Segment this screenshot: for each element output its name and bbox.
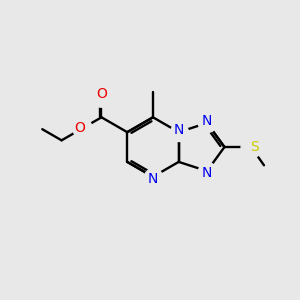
Text: N: N [202,114,212,128]
Text: S: S [250,140,259,154]
Text: N: N [148,172,158,186]
Text: N: N [173,123,184,137]
Text: O: O [74,122,85,136]
Text: N: N [202,167,212,181]
Text: O: O [96,86,107,100]
